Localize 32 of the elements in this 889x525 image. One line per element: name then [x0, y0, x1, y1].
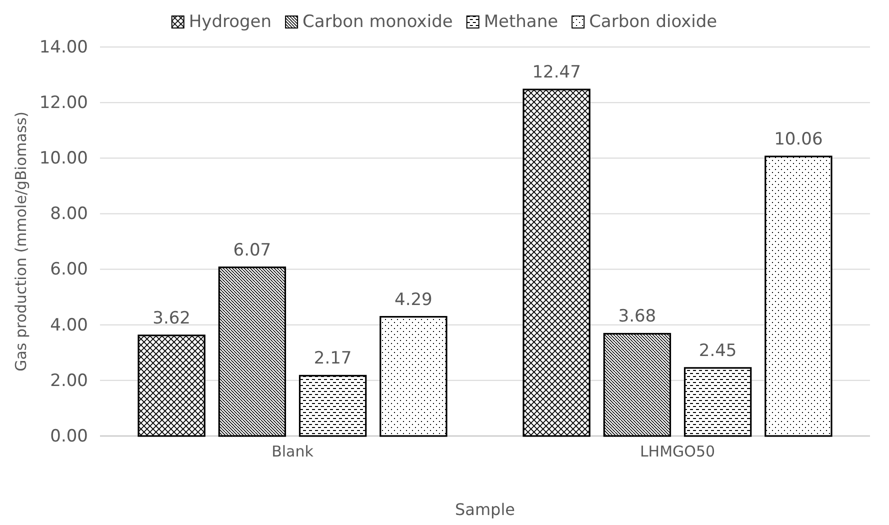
y-tick-label: 4.00: [50, 315, 88, 336]
y-tick-label: 14.00: [39, 37, 88, 58]
legend-label: Carbon monoxide: [302, 12, 453, 32]
data-label: 4.29: [394, 290, 432, 310]
data-label: 3.62: [152, 308, 190, 328]
bar: [298, 374, 367, 437]
bar: [138, 334, 206, 437]
bar: [684, 367, 752, 437]
bar: [764, 156, 832, 437]
y-tick-label: 10.00: [39, 148, 88, 169]
data-label: 2.17: [314, 348, 352, 369]
legend-label: Carbon dioxide: [589, 12, 718, 32]
data-label: 3.68: [618, 306, 656, 327]
x-tick-label: Blank: [272, 442, 314, 461]
y-tick-label: 6.00: [50, 260, 88, 280]
data-label: 2.45: [698, 340, 737, 361]
data-label: 12.47: [532, 62, 581, 83]
data-label: 10.06: [774, 129, 823, 150]
y-tick-label: 2.00: [50, 370, 88, 391]
y-tick-label: 8.00: [50, 204, 88, 224]
bar: [603, 332, 672, 437]
legend-label: Methane: [484, 12, 558, 32]
x-tick-label: LHMGO50: [640, 442, 716, 461]
bar: [380, 316, 448, 437]
y-axis-title: Gas production (mmole/gBiomass): [12, 112, 30, 372]
data-label: 6.07: [233, 240, 272, 260]
y-tick-label: 12.00: [39, 93, 88, 114]
y-tick-label: 0.00: [50, 426, 88, 446]
bar: [218, 266, 286, 437]
legend-label: Hydrogen: [188, 12, 272, 32]
bar: [522, 88, 590, 437]
x-axis-title: Sample: [455, 500, 515, 519]
